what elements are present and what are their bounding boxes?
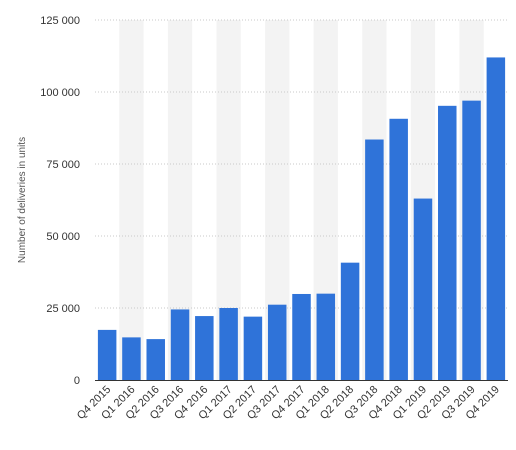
background-band [119,20,144,380]
y-tick-label: 100 000 [40,87,80,99]
y-tick-label: 0 [74,375,80,387]
y-tick-label: 50 000 [46,231,80,243]
y-tick-label: 75 000 [46,159,80,171]
y-tick-label: 25 000 [46,303,80,315]
bar[interactable] [97,329,117,380]
bar[interactable] [340,262,360,380]
bar[interactable] [486,57,506,380]
bar[interactable] [195,316,214,380]
bar[interactable] [243,316,263,380]
bars [97,57,506,380]
y-axis-ticks: 0 25 000 50 000 75 000 100 000 125 000 [40,15,80,387]
bar[interactable] [413,198,433,380]
y-axis-title: Number of deliveries in units [17,137,28,263]
bar[interactable] [170,309,190,380]
bar[interactable] [365,139,384,380]
bar[interactable] [267,304,287,380]
bar[interactable] [389,118,408,380]
bar[interactable] [122,337,141,380]
y-tick-label: 125 000 [40,15,80,27]
bar[interactable] [219,308,238,380]
bar[interactable] [462,100,481,380]
bar[interactable] [316,293,336,380]
bar[interactable] [438,105,457,380]
bar[interactable] [292,293,311,380]
bar[interactable] [146,339,165,380]
